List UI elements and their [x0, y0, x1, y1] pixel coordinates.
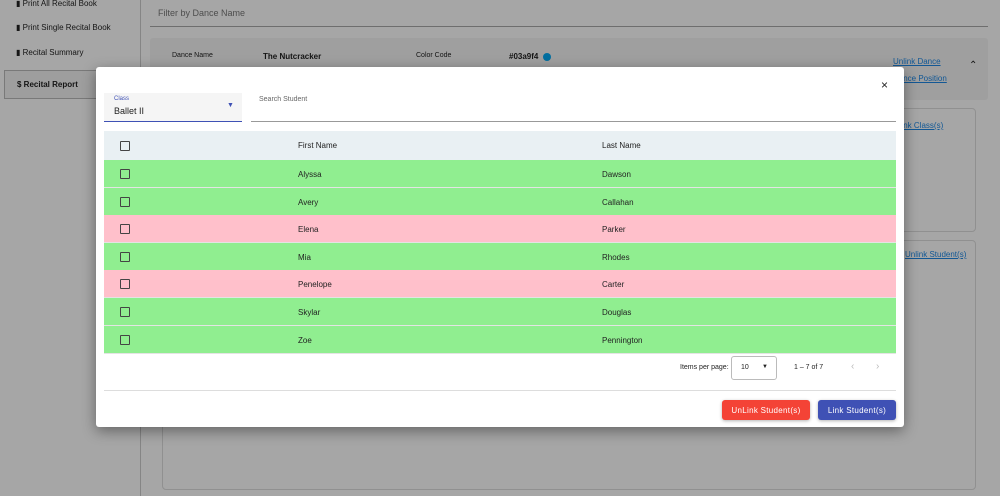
value: Ballet II [114, 106, 145, 116]
table-row: Skylar Douglas [104, 298, 896, 326]
search-input[interactable]: Search Student [251, 93, 896, 122]
last-name: Douglas [602, 308, 632, 317]
sidebar-item[interactable]: ▮ Print All Recital Book [16, 0, 97, 8]
value: 10 [741, 364, 749, 371]
class-select[interactable]: Class Ballet II ▼ [104, 93, 242, 122]
header: Last Name [602, 141, 641, 150]
checkbox[interactable] [120, 279, 130, 290]
arrow: ▼ [762, 364, 768, 370]
link-button[interactable]: Link Student(s) [818, 400, 896, 420]
range: 1 – 7 of 7 [794, 364, 824, 371]
checkbox[interactable] [120, 307, 130, 317]
page-size-select[interactable]: 10 ▼ [731, 356, 777, 380]
last-name: Parker [602, 225, 626, 235]
first-name: Alyssa [298, 170, 322, 179]
value: #03a9f4 [509, 52, 539, 61]
table-row: Penelope Carter [104, 270, 896, 299]
table-row: Avery Callahan [104, 187, 896, 216]
label: Dance Name [172, 52, 213, 59]
last-name: Callahan [602, 197, 634, 207]
color-swatch [543, 53, 551, 61]
last-name: Pennington [602, 335, 643, 345]
divider [104, 390, 896, 391]
next-page[interactable]: › [876, 361, 880, 372]
chevron[interactable]: ⌃ [969, 60, 978, 71]
first-name: Penelope [298, 280, 332, 290]
label: Print Single Recital Book [22, 23, 111, 32]
label: $ Recital Report [17, 80, 78, 89]
table-row: Alyssa Dawson [104, 160, 896, 188]
table-row: Mia Rhodes [104, 242, 896, 271]
label: Items per page: [680, 364, 729, 371]
checkbox[interactable] [120, 169, 130, 179]
divider [150, 26, 988, 27]
table-header: First Name Last Name [104, 131, 896, 161]
last-name: Dawson [602, 170, 631, 179]
table-row: Elena Parker [104, 215, 896, 244]
close-button[interactable]: × [881, 78, 889, 92]
prev-page[interactable]: ‹ [851, 361, 855, 372]
value: The Nutcracker [263, 52, 322, 61]
first-name: Skylar [298, 308, 321, 317]
link[interactable]: Unlink Dance [893, 57, 941, 66]
header: First Name [298, 141, 338, 150]
last-name: Rhodes [602, 252, 630, 262]
unlink-button[interactable]: UnLink Student(s) [722, 400, 810, 420]
arrow: ▼ [227, 102, 234, 109]
link[interactable]: Link Class(s) [897, 121, 944, 130]
last-name: Carter [602, 280, 625, 290]
filter-input[interactable]: Filter by Dance Name [158, 8, 246, 18]
checkbox[interactable] [120, 224, 130, 235]
sidebar-item[interactable]: ▮ Recital Summary [16, 48, 84, 57]
label: Print All Recital Book [22, 0, 97, 8]
checkbox[interactable] [120, 196, 130, 207]
first-name: Zoe [298, 335, 312, 345]
first-name: Mia [298, 252, 311, 262]
link[interactable]: Unlink Student(s) [905, 250, 967, 259]
first-name: Avery [298, 197, 319, 207]
label: Class [114, 96, 130, 102]
placeholder: Search Student [259, 96, 308, 103]
table-row: Zoe Pennington [104, 325, 896, 354]
link[interactable]: Dance Position [893, 74, 947, 83]
label: Recital Summary [22, 48, 84, 57]
checkbox[interactable] [120, 141, 130, 151]
checkbox[interactable] [120, 334, 130, 345]
checkbox[interactable] [120, 251, 130, 262]
sidebar-item[interactable]: ▮ Print Single Recital Book [16, 23, 111, 32]
label: Color Code [416, 52, 452, 59]
first-name: Elena [298, 225, 319, 235]
